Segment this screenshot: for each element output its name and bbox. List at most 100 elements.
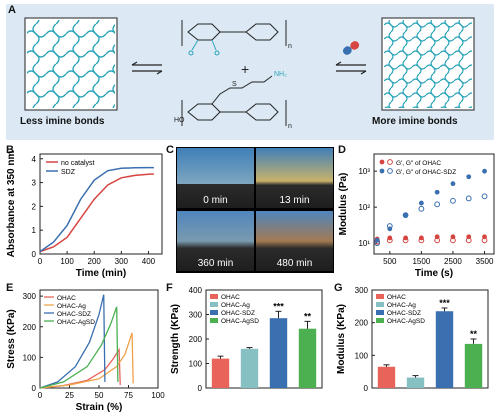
x-tick-label: 0 bbox=[38, 257, 43, 266]
plus-sign: + bbox=[241, 61, 249, 77]
x-axis-label: Strain (%) bbox=[76, 402, 123, 413]
bar-ohac-sdz bbox=[435, 311, 454, 388]
less-imine-label: Less imine bonds bbox=[20, 116, 105, 127]
plot-frame bbox=[373, 153, 495, 255]
g-double-prime-point bbox=[418, 237, 425, 244]
legend-label: OHAC bbox=[57, 295, 76, 302]
legend-marker bbox=[379, 168, 385, 174]
x-tick-label: 300 bbox=[115, 257, 129, 266]
legend-swatch bbox=[210, 302, 218, 307]
panel-g-letter: G bbox=[334, 282, 343, 294]
amine-group-label: NH₂ bbox=[274, 71, 287, 78]
polymer-n-label-2: n bbox=[288, 123, 292, 130]
panel-d-letter: D bbox=[338, 144, 346, 156]
legend-marker bbox=[379, 159, 385, 165]
legend-swatch bbox=[376, 302, 384, 307]
panel-a-scheme: n + NH₂ S HO n bbox=[24, 17, 475, 130]
legend-swatch bbox=[210, 294, 218, 299]
bar-ohac bbox=[211, 358, 230, 388]
y-tick-label: 100 bbox=[355, 351, 369, 360]
series-line-ohac-ag bbox=[39, 332, 134, 389]
photo-time-label: 0 min bbox=[203, 195, 228, 206]
x-axis-label: Time (min) bbox=[76, 268, 126, 279]
bar-ohac-ag bbox=[406, 377, 425, 388]
legend-swatch bbox=[376, 310, 384, 315]
photo-time-label: 360 min bbox=[197, 258, 234, 269]
x-tick-label: 2500 bbox=[444, 257, 462, 266]
g-double-prime-point bbox=[402, 212, 409, 219]
vial-photo-13min: 13 min bbox=[256, 148, 333, 208]
g-double-prime-point bbox=[434, 237, 441, 244]
y-axis-label: Stress (KPa) bbox=[6, 309, 17, 368]
g-prime-point bbox=[482, 168, 487, 174]
significance-mark: ** bbox=[304, 311, 312, 321]
x-axis-label: Time (s) bbox=[415, 268, 453, 279]
series-line-ohac-sdz bbox=[39, 294, 106, 389]
chart-e: 0 25 50 75 100 0 100 200 300 OHACOHAC-AgOHAC-SDZO… bbox=[6, 289, 165, 413]
legend-label: OHAC bbox=[221, 294, 240, 301]
equilibrium-arrow-right bbox=[335, 61, 367, 75]
g-double-prime-point bbox=[465, 195, 472, 202]
x-tick-label: 0 bbox=[38, 391, 43, 400]
legend-label: SDZ bbox=[61, 169, 76, 176]
panel-b-letter: B bbox=[6, 144, 14, 156]
y-tick-label: 200 bbox=[189, 335, 203, 344]
panel-f-letter: F bbox=[166, 282, 173, 294]
y-tick-label: 300 bbox=[189, 311, 203, 320]
y-tick-label: 200 bbox=[23, 323, 37, 332]
legend-label: OHAC bbox=[387, 294, 406, 301]
y-axis-label: Modulus (KPa) bbox=[336, 304, 347, 374]
y-tick-label: 3 bbox=[32, 179, 37, 188]
more-imine-label: More imine bonds bbox=[372, 116, 458, 127]
legend-label: OHAC-SDZ bbox=[387, 310, 421, 317]
g-prime-point bbox=[403, 212, 408, 218]
y-tick-label: 0 bbox=[32, 250, 37, 259]
g-double-prime-point bbox=[386, 237, 393, 244]
y-tick-label: 0 bbox=[364, 384, 369, 393]
legend-label: G′, G″ of OHAC-SDZ bbox=[396, 169, 456, 176]
panel-a: A bbox=[6, 4, 494, 140]
legend-marker bbox=[387, 168, 393, 174]
legend-label: OHAC-Ag bbox=[221, 302, 250, 309]
legend-label: G′, G″ of OHAC bbox=[396, 160, 441, 167]
y-tick-label: 0 bbox=[32, 384, 37, 393]
y-tick-label: 10² bbox=[358, 203, 370, 212]
catalyst-pill-icon bbox=[342, 41, 360, 55]
g-double-prime-point bbox=[465, 237, 472, 244]
x-tick-label: 100 bbox=[60, 257, 74, 266]
sulfur-label: S bbox=[232, 81, 237, 88]
x-tick-label: 1500 bbox=[412, 257, 430, 266]
photo-time-label: 13 min bbox=[279, 195, 310, 206]
y-tick-label: 0 bbox=[198, 384, 203, 393]
panel-c-letter: C bbox=[166, 144, 174, 156]
series-line-ohac-agsd bbox=[39, 306, 119, 389]
vial-photo-480min: 480 min bbox=[256, 211, 333, 271]
panel-a-letter: A bbox=[8, 4, 16, 16]
y-tick-label: 300 bbox=[355, 286, 369, 295]
legend-swatch bbox=[376, 318, 384, 323]
legend-label: OHAC-AgSD bbox=[57, 319, 95, 326]
y-tick-label: 400 bbox=[189, 286, 203, 295]
g-double-prime-point bbox=[481, 193, 488, 200]
legend-label: OHAC-SDZ bbox=[221, 310, 255, 317]
g-double-prime-point bbox=[402, 237, 409, 244]
y-tick-label: 4 bbox=[32, 155, 37, 164]
y-axis-label: Modulus (Pa) bbox=[338, 173, 349, 236]
g-double-prime-point bbox=[434, 201, 441, 208]
amine-polymer-structure bbox=[181, 75, 287, 126]
g-double-prime-point bbox=[450, 237, 456, 244]
y-tick-label: 100 bbox=[23, 353, 37, 362]
g-prime-point bbox=[434, 189, 440, 195]
y-tick-label: 10¹ bbox=[358, 239, 370, 248]
bar-ohac-ag bbox=[240, 348, 259, 388]
series-line-no-catalyst bbox=[39, 173, 154, 253]
plot-frame bbox=[371, 289, 489, 389]
bar-ohac-sdz bbox=[269, 318, 288, 388]
legend-label: OHAC-AgSD bbox=[221, 318, 259, 325]
legend-marker bbox=[387, 159, 393, 165]
legend-label: OHAC-Ag bbox=[387, 302, 416, 309]
legend-swatch bbox=[210, 318, 218, 323]
x-tick-label: 400 bbox=[142, 257, 156, 266]
g-double-prime-point bbox=[386, 223, 393, 229]
